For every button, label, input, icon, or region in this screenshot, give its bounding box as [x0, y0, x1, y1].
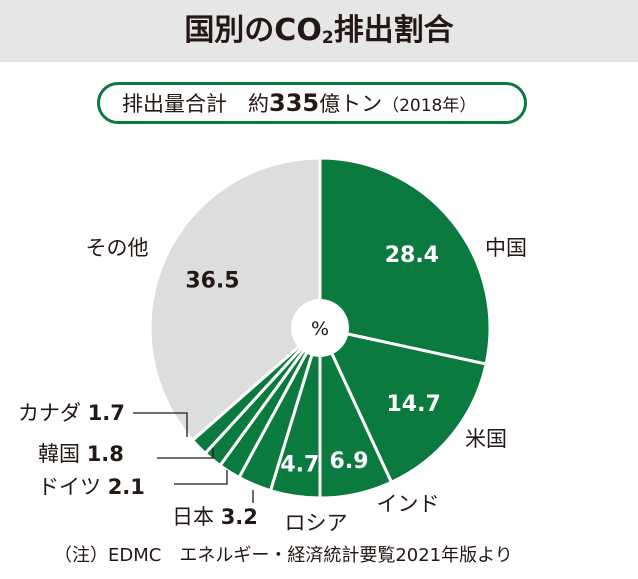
category-label-5: ドイツ 2.1: [38, 475, 145, 499]
pie-center-hole: [291, 299, 349, 357]
total-emissions-box: 排出量合計 約335億トン（2018年）: [97, 82, 527, 124]
data-label-5: 2.1: [108, 475, 145, 499]
title-main: 国別のCO: [184, 13, 322, 48]
pie-slice-1: [317, 325, 488, 485]
data-label-3: 4.7: [280, 453, 319, 478]
category-label-7: カナダ 1.7: [18, 401, 125, 425]
category-label-8: その他: [86, 236, 149, 260]
data-label-8: 36.5: [185, 268, 239, 293]
chart-title: 国別のCO2排出割合: [0, 12, 638, 54]
data-label-4: 3.2: [221, 505, 258, 529]
category-label-1: 米国: [465, 427, 507, 451]
title-end: 排出割合: [333, 13, 454, 48]
category-label-4: 日本 3.2: [172, 505, 258, 529]
data-label-7: 1.7: [88, 401, 125, 425]
pie-slice-8: [148, 156, 322, 443]
title-bar: [0, 0, 638, 62]
data-label-6: 1.8: [87, 442, 124, 466]
data-label-2: 6.9: [330, 449, 369, 474]
title-subscript: 2: [321, 28, 334, 48]
category-label-3: ロシア: [285, 511, 348, 535]
data-label-0: 28.4: [385, 243, 439, 268]
leader-line-6: [157, 448, 214, 459]
total-unit: 億トン: [319, 92, 383, 116]
total-amount: 335: [269, 89, 320, 117]
leader-line-7: [133, 412, 188, 437]
total-year: （2018年）: [382, 96, 477, 116]
leader-line-5: [174, 470, 228, 485]
category-label-2: インド: [377, 492, 440, 516]
center-unit-label: %: [311, 318, 329, 340]
pie-slice-0: [318, 156, 492, 366]
category-label-0: 中国: [485, 236, 527, 260]
total-label: 排出量合計 約: [122, 92, 269, 116]
category-label-6: 韓国 1.8: [38, 442, 124, 466]
data-label-1: 14.7: [387, 392, 441, 417]
source-footnote: （注）EDMC エネルギー・経済統計要覧2021年版より: [54, 545, 513, 566]
